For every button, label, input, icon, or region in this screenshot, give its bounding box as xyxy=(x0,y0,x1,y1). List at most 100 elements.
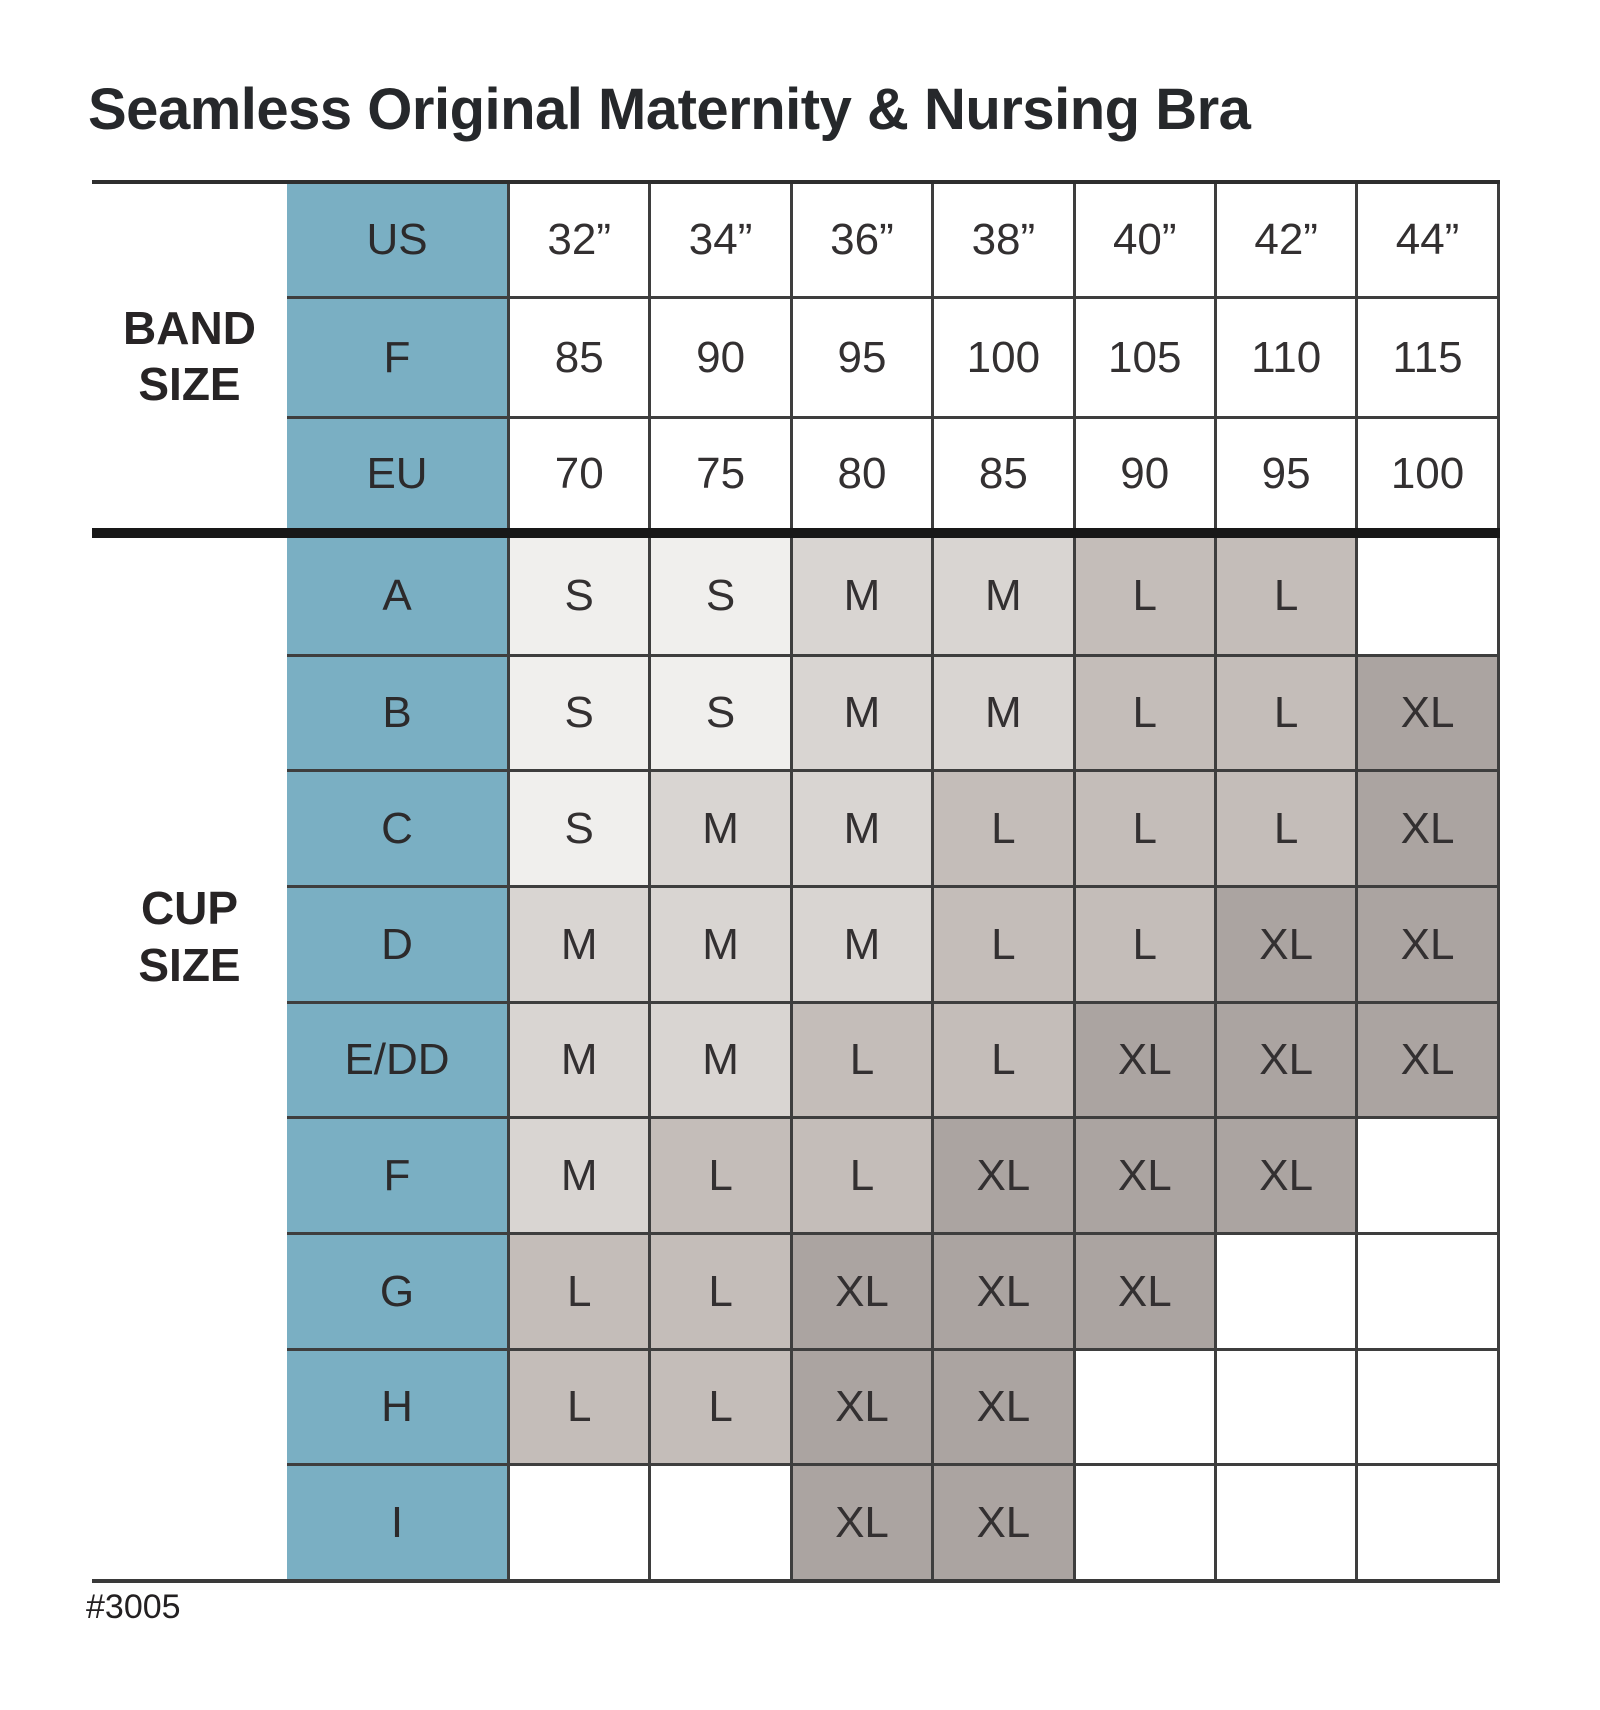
cup-size-cell: L xyxy=(1075,769,1217,885)
band-value-cell: 40” xyxy=(1075,184,1217,296)
band-value-cell: 95 xyxy=(1216,416,1359,528)
band-value-cell: 75 xyxy=(651,416,793,528)
cup-size-cell: XL xyxy=(934,1232,1076,1348)
cup-size-cell: XL xyxy=(1358,1001,1500,1116)
cup-size-cell xyxy=(1358,1232,1500,1348)
cup-size-cell: M xyxy=(792,538,935,654)
cup-size-cell: XL xyxy=(1075,1232,1217,1348)
cup-size-cell xyxy=(1216,1348,1359,1463)
row-key-cup-a: A xyxy=(287,538,510,654)
cup-size-cell: L xyxy=(1075,538,1217,654)
cup-size-cell: L xyxy=(510,1348,652,1463)
cup-size-cell: L xyxy=(792,1116,935,1232)
cup-size-cell xyxy=(1358,1348,1500,1463)
cup-size-label: CUP SIZE xyxy=(138,882,241,991)
cup-size-cell xyxy=(1358,1463,1500,1579)
band-value-cell: 105 xyxy=(1075,296,1217,416)
cup-size-cell: M xyxy=(934,654,1076,769)
table-bottom-border xyxy=(92,1579,1500,1583)
band-value-cell: 100 xyxy=(1358,416,1500,528)
cup-size-cell xyxy=(1216,1232,1359,1348)
band-value-cell: 90 xyxy=(1075,416,1217,528)
table-top-border xyxy=(92,180,1500,184)
band-value-cell: 42” xyxy=(1216,184,1359,296)
band-value-cell: 100 xyxy=(934,296,1076,416)
band-value-cell: 90 xyxy=(651,296,793,416)
band-value-cell: 36” xyxy=(792,184,935,296)
cup-size-cell: L xyxy=(651,1348,793,1463)
cup-size-cell: M xyxy=(792,654,935,769)
cup-size-cell: M xyxy=(792,885,935,1001)
cup-size-cell xyxy=(1075,1348,1217,1463)
cup-size-cell xyxy=(1075,1463,1217,1579)
row-key-cup-edd: E/DD xyxy=(287,1001,510,1116)
cup-size-cell: L xyxy=(1075,885,1217,1001)
band-value-cell: 110 xyxy=(1216,296,1359,416)
cup-size-cell: M xyxy=(510,1116,652,1232)
cup-size-cell xyxy=(651,1463,793,1579)
cup-size-cell: XL xyxy=(1216,885,1359,1001)
cup-size-cell: S xyxy=(651,654,793,769)
row-key-cup-i: I xyxy=(287,1463,510,1579)
cup-size-cell: M xyxy=(651,769,793,885)
cup-size-cell: XL xyxy=(934,1116,1076,1232)
cup-size-cell: L xyxy=(934,1001,1076,1116)
cup-size-cell: XL xyxy=(1216,1001,1359,1116)
band-value-cell: 32” xyxy=(510,184,652,296)
cup-size-cell xyxy=(510,1463,652,1579)
band-size-label: BAND SIZE xyxy=(123,301,256,410)
row-key-eu: EU xyxy=(287,416,510,528)
band-value-cell: 115 xyxy=(1358,296,1500,416)
cup-size-cell: XL xyxy=(1358,885,1500,1001)
cup-size-cell: XL xyxy=(934,1463,1076,1579)
row-key-cup-b: B xyxy=(287,654,510,769)
cup-size-cell: S xyxy=(510,654,652,769)
cup-size-cell: M xyxy=(792,769,935,885)
cup-size-cell xyxy=(1358,538,1500,654)
cup-size-cell: S xyxy=(651,538,793,654)
cup-size-cell xyxy=(1358,1116,1500,1232)
row-key-us: US xyxy=(287,184,510,296)
row-key-cup-g: G xyxy=(287,1232,510,1348)
style-number: #3005 xyxy=(86,1588,181,1626)
row-key-cup-h: H xyxy=(287,1348,510,1463)
cup-size-cell: L xyxy=(1216,769,1359,885)
size-chart-table: BAND SIZE CUP SIZE US 32” 34” 36” 38” 40… xyxy=(92,180,1500,1583)
band-value-cell: 95 xyxy=(792,296,935,416)
cup-size-cell: XL xyxy=(792,1232,935,1348)
cup-size-cell: S xyxy=(510,538,652,654)
cup-size-cell: L xyxy=(1216,654,1359,769)
page-title: Seamless Original Maternity & Nursing Br… xyxy=(88,77,1251,142)
cup-size-cell: XL xyxy=(1075,1116,1217,1232)
cup-size-cell: XL xyxy=(792,1463,935,1579)
cup-size-cell: M xyxy=(934,538,1076,654)
cup-size-cell: XL xyxy=(1358,654,1500,769)
cup-size-cell: XL xyxy=(1075,1001,1217,1116)
band-value-cell: 80 xyxy=(792,416,935,528)
row-key-cup-f: F xyxy=(287,1116,510,1232)
row-key-cup-c: C xyxy=(287,769,510,885)
cup-size-cell: M xyxy=(651,1001,793,1116)
cup-size-cell: L xyxy=(792,1001,935,1116)
cup-size-cell: L xyxy=(510,1232,652,1348)
band-value-cell: 70 xyxy=(510,416,652,528)
cup-size-cell: XL xyxy=(1358,769,1500,885)
band-value-cell: 85 xyxy=(934,416,1076,528)
cup-size-cell: L xyxy=(651,1116,793,1232)
cup-size-cell: M xyxy=(510,885,652,1001)
cup-size-cell xyxy=(1216,1463,1359,1579)
cup-size-cell: XL xyxy=(792,1348,935,1463)
cup-size-cell: L xyxy=(1075,654,1217,769)
row-key-cup-d: D xyxy=(287,885,510,1001)
cup-size-cell: XL xyxy=(934,1348,1076,1463)
band-value-cell: 85 xyxy=(510,296,652,416)
cup-size-cell: S xyxy=(510,769,652,885)
cup-size-cell: M xyxy=(651,885,793,1001)
cup-size-cell: M xyxy=(510,1001,652,1116)
band-cup-divider xyxy=(92,528,1500,538)
band-value-cell: 38” xyxy=(934,184,1076,296)
row-key-f-band: F xyxy=(287,296,510,416)
band-value-cell: 34” xyxy=(651,184,793,296)
cup-size-cell: L xyxy=(934,769,1076,885)
